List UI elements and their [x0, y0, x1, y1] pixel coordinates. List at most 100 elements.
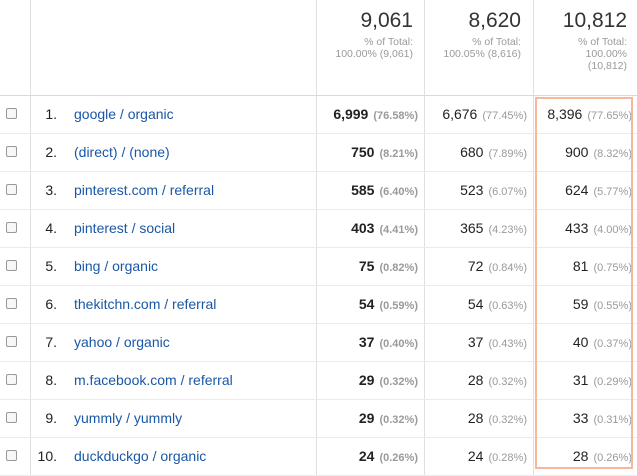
metric-value: 900 [565, 144, 589, 160]
metric-total: 9,061 [360, 9, 413, 32]
metric-value: 37 [358, 334, 375, 350]
metric-3-cell: 33 (0.31%) [573, 410, 632, 426]
metric-value: 37 [467, 334, 484, 350]
metric-3-cell: 40 (0.37%) [573, 334, 632, 350]
metric-value: 40 [572, 334, 589, 350]
metric-percent-of-total: % of Total: 100.05% (8,616) [443, 36, 521, 60]
metric-percent: (0.75%) [593, 262, 632, 274]
metric-value: 523 [460, 182, 484, 198]
metric-value: 365 [460, 220, 484, 236]
source-medium-link[interactable]: m.facebook.com / referral [74, 372, 233, 388]
metric-2-cell: 365 (4.23%) [460, 220, 527, 236]
metric-percent: (5.77%) [593, 186, 632, 198]
source-medium-link[interactable]: (direct) / (none) [74, 144, 170, 160]
metric-value: 54 [358, 296, 375, 312]
row-checkbox[interactable] [6, 260, 17, 271]
metric-percent: (8.32%) [593, 148, 632, 160]
metric-value: 33 [572, 410, 589, 426]
metric-percent: (7.89%) [488, 148, 527, 160]
metric-value: 680 [460, 144, 484, 160]
metric-value: 403 [351, 220, 375, 236]
metric-percent: (0.32%) [379, 414, 418, 426]
metric-percent: (76.58%) [373, 110, 418, 122]
metric-value: 75 [358, 258, 375, 274]
metric-2-cell: 37 (0.43%) [468, 334, 527, 350]
row-index: 2. [45, 144, 57, 160]
header-metric-3: 10,812 % of Total: 100.00% (10,812) [533, 0, 637, 95]
metric-value: 29 [358, 372, 375, 388]
metric-2-cell: 6,676 (77.45%) [442, 106, 527, 122]
metric-total: 8,620 [468, 9, 521, 32]
row-checkbox[interactable] [6, 298, 17, 309]
metric-value: 585 [351, 182, 375, 198]
metric-percent: (0.59%) [379, 300, 418, 312]
source-medium-link[interactable]: google / organic [74, 106, 174, 122]
metric-1-cell: 403 (4.41%) [351, 220, 418, 236]
metric-value: 24 [358, 448, 375, 464]
row-index: 5. [45, 258, 57, 274]
row-checkbox[interactable] [6, 184, 17, 195]
row-checkbox[interactable] [6, 146, 17, 157]
metric-value: 624 [565, 182, 589, 198]
table-header: 9,061 % of Total: 100.00% (9,061) 8,620 … [0, 0, 637, 96]
metric-2-cell: 24 (0.28%) [468, 448, 527, 464]
metric-3-cell: 900 (8.32%) [565, 144, 632, 160]
metric-2-cell: 680 (7.89%) [460, 144, 527, 160]
metric-3-cell: 28 (0.26%) [573, 448, 632, 464]
metric-value: 750 [351, 144, 375, 160]
metric-3-cell: 8,396 (77.65%) [547, 106, 632, 122]
metric-1-cell: 75 (0.82%) [359, 258, 418, 274]
row-index: 8. [45, 372, 57, 388]
metric-2-cell: 72 (0.84%) [468, 258, 527, 274]
metric-percent: (0.63%) [488, 300, 527, 312]
header-metric-2: 8,620 % of Total: 100.05% (8,616) [424, 0, 531, 95]
metric-value: 28 [467, 372, 484, 388]
metric-percent: (4.00%) [593, 224, 632, 236]
source-medium-link[interactable]: yahoo / organic [74, 334, 170, 350]
metric-value: 31 [572, 372, 589, 388]
metric-percent: (4.41%) [379, 224, 418, 236]
metric-percent: (0.26%) [379, 452, 418, 464]
metric-percent: (0.32%) [488, 414, 527, 426]
metric-percent: (0.32%) [379, 376, 418, 388]
metric-2-cell: 28 (0.32%) [468, 372, 527, 388]
row-checkbox[interactable] [6, 336, 17, 347]
row-checkbox[interactable] [6, 450, 17, 461]
column-divider [424, 0, 425, 476]
metric-percent: (0.29%) [593, 376, 632, 388]
metric-percent: (0.32%) [488, 376, 527, 388]
metric-percent: (0.40%) [379, 338, 418, 350]
metric-3-cell: 624 (5.77%) [565, 182, 632, 198]
source-medium-link[interactable]: thekitchn.com / referral [74, 296, 217, 312]
metric-percent: (77.65%) [587, 110, 632, 122]
source-medium-link[interactable]: bing / organic [74, 258, 159, 274]
row-checkbox[interactable] [6, 412, 17, 423]
metric-3-cell: 433 (4.00%) [565, 220, 632, 236]
row-checkbox[interactable] [6, 374, 17, 385]
metric-1-cell: 6,999 (76.58%) [333, 106, 418, 122]
metric-total: 10,812 [562, 9, 627, 32]
metric-1-cell: 54 (0.59%) [359, 296, 418, 312]
metric-percent-of-total: % of Total: 100.00% (10,812) [578, 36, 627, 72]
row-checkbox[interactable] [6, 222, 17, 233]
row-index: 7. [45, 334, 57, 350]
metric-value: 28 [572, 448, 589, 464]
metric-value: 433 [565, 220, 589, 236]
row-checkbox[interactable] [6, 108, 17, 119]
metric-1-cell: 585 (6.40%) [351, 182, 418, 198]
metric-percent: (0.28%) [488, 452, 527, 464]
table-row: 3. pinterest.com / referral 585 (6.40%) 523 (… [0, 171, 637, 210]
table-row: 6. thekitchn.com / referral 54 (0.59%) 54 (0.… [0, 285, 637, 324]
source-medium-link[interactable]: pinterest / social [74, 220, 176, 236]
row-index: 4. [45, 220, 57, 236]
metric-3-cell: 81 (0.75%) [573, 258, 632, 274]
source-medium-link[interactable]: yummly / yummly [74, 410, 183, 426]
metric-value: 6,676 [442, 106, 478, 122]
column-divider [533, 0, 534, 476]
source-medium-link[interactable]: duckduckgo / organic [74, 448, 207, 464]
metric-value: 24 [467, 448, 484, 464]
source-medium-link[interactable]: pinterest.com / referral [74, 182, 215, 198]
metric-1-cell: 24 (0.26%) [359, 448, 418, 464]
metric-value: 6,999 [333, 106, 369, 122]
